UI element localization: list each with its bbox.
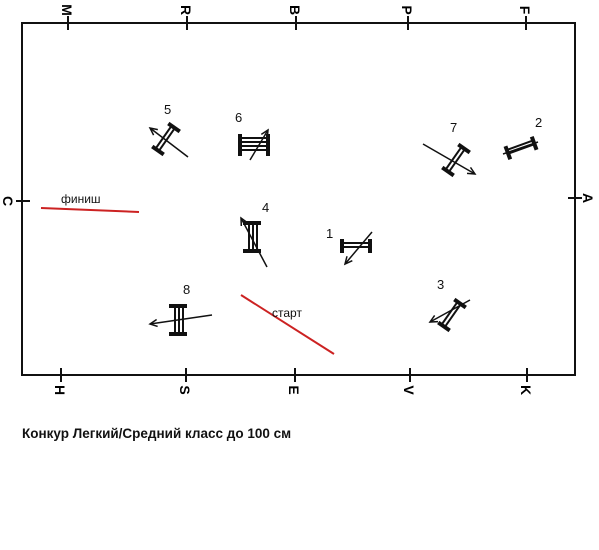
marker-top-1: M [59, 4, 75, 16]
jump-rail [157, 127, 176, 152]
start-label: старт [272, 306, 302, 320]
obstacle-4: 4 [240, 200, 269, 268]
obstacle-3: 3 [428, 277, 471, 333]
jump-wing [457, 142, 471, 155]
obstacle-number: 3 [437, 277, 444, 292]
obstacle-arrowhead [148, 318, 158, 328]
obstacle-6: 6 [235, 110, 270, 161]
jump-wing [503, 145, 513, 161]
obstacle-arrowhead [466, 166, 477, 175]
obstacle-arrowhead [343, 256, 353, 266]
jump-rail [507, 143, 535, 155]
jump-symbol [340, 239, 372, 253]
obstacle-direction-line [422, 143, 476, 175]
jump-symbol [441, 142, 471, 178]
jump-rail [440, 301, 459, 326]
jump-symbol [503, 135, 539, 161]
marker-bottom-2: S [177, 385, 193, 394]
jump-wing [167, 121, 181, 134]
obstacle-8: 8 [148, 282, 213, 336]
marker-top-3: B [287, 5, 303, 15]
obstacle-direction-line [149, 314, 213, 325]
jump-rail [444, 146, 463, 171]
finish-line [40, 207, 140, 213]
obstacle-7: 7 [422, 120, 477, 178]
jump-symbol [238, 134, 270, 156]
obstacle-number: 2 [535, 115, 542, 130]
top-markers [67, 16, 527, 30]
jump-wing [151, 144, 165, 157]
jump-wing [529, 135, 539, 151]
marker-bottom-3: E [286, 385, 302, 394]
jump-rail [443, 303, 462, 328]
obstacle-2: 2 [502, 115, 542, 161]
obstacle-5: 5 [148, 102, 189, 158]
finish-label: финиш [61, 192, 101, 206]
arena-border [21, 22, 576, 376]
marker-right: A [580, 193, 596, 203]
obstacle-number: 8 [183, 282, 190, 297]
jump-symbol [169, 304, 187, 336]
marker-top-4: P [399, 5, 415, 14]
marker-bottom-5: K [518, 385, 534, 395]
marker-bottom-1: H [52, 385, 68, 395]
obstacle-1: 1 [326, 226, 373, 266]
obstacle-arrowhead [148, 126, 158, 136]
marker-left: C [0, 196, 16, 206]
obstacle-arrowhead [428, 315, 439, 323]
jump-wing [453, 297, 467, 310]
obstacle-number: 5 [164, 102, 171, 117]
jump-symbol [243, 221, 261, 253]
jump-symbol [437, 297, 467, 333]
marker-top-2: R [178, 5, 194, 15]
obstacles: 1 2 3 4 5 6 7 8 [148, 102, 542, 336]
jump-rail [506, 139, 534, 151]
diagram-caption: Конкур Легкий/Средний класс до 100 см [22, 426, 292, 441]
marker-top-5: F [517, 6, 533, 15]
jump-rail [447, 148, 466, 173]
bottom-markers [60, 368, 528, 382]
obstacle-number: 7 [450, 120, 457, 135]
start-line [240, 294, 335, 355]
jump-wing [437, 320, 451, 333]
jump-rail [154, 125, 173, 150]
obstacle-number: 6 [235, 110, 242, 125]
obstacle-number: 1 [326, 226, 333, 241]
obstacle-direction-line [149, 127, 189, 158]
marker-bottom-4: V [401, 385, 417, 395]
obstacle-number: 4 [262, 200, 269, 215]
jump-symbol [151, 121, 181, 157]
